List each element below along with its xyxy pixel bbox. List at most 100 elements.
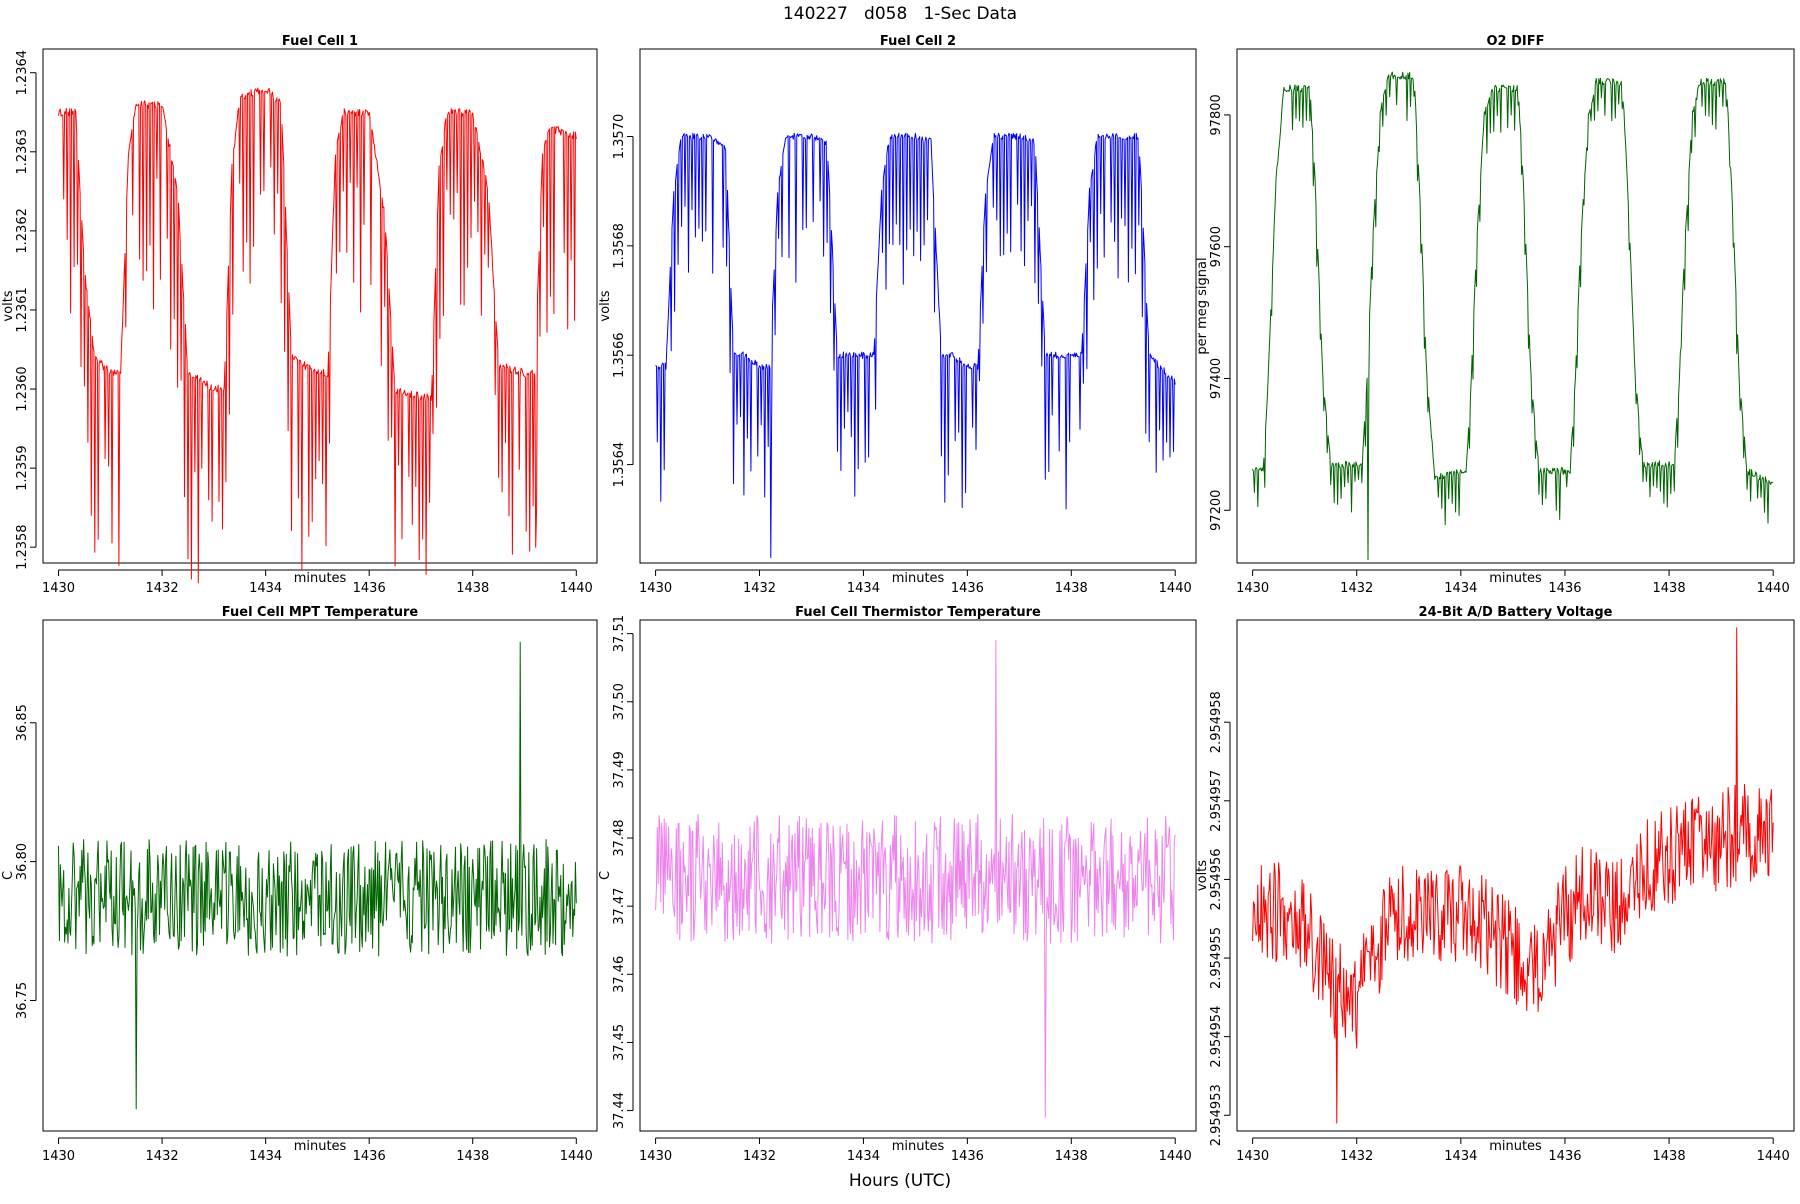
x-tick-label: 1438 [456,1149,489,1164]
x-tick-label: 1430 [1236,581,1269,596]
x-tick-label: 1440 [560,581,593,596]
y-axis-label: volts [1,290,16,321]
y-tick-label: 36.75 [15,982,30,1019]
y-axis: 37.44 37.45 37.46 37.47 37.48 37.49 37.50 37.51 [612,615,634,1129]
y-tick-label: 1.3568 [612,223,627,269]
x-tick-label: 1430 [1236,1149,1269,1164]
x-tick-label: 1436 [951,581,984,596]
x-tick-label: 1430 [42,1149,75,1164]
x-tick-label: 1434 [847,581,880,596]
series-line [58,641,577,1110]
x-tick-label: 1430 [639,581,672,596]
chart-panel: Fuel Cell 2 1430 1432 1434 1436 1438 1440 minut… [598,34,1197,596]
x-axis: 1430 1432 1434 1436 1438 1440 [42,569,593,596]
series-line [58,87,577,584]
x-tick-label: 1440 [1159,1149,1192,1164]
x-tick-label: 1440 [1159,581,1192,596]
y-tick-label: 36.80 [15,843,30,880]
x-tick-label: 1430 [42,581,75,596]
x-axis-label: minutes [1489,1139,1542,1154]
x-axis-label: minutes [892,1139,945,1154]
y-tick-label: 2.954956 [1209,848,1224,910]
y-tick-label: 37.45 [612,1024,627,1061]
x-axis: 1430 1432 1434 1436 1438 1440 [1236,569,1790,596]
series-line [655,639,1176,1118]
x-tick-label: 1440 [560,1149,593,1164]
y-tick-label: 2.954954 [1209,1006,1224,1068]
y-tick-label: 1.2361 [15,287,30,333]
y-tick-label: 2.954953 [1209,1084,1224,1146]
y-tick-label: 1.2358 [15,524,30,570]
y-tick-label: 1.2364 [15,50,30,96]
y-tick-label: 37.44 [612,1092,627,1129]
y-axis: 1.3564 1.3566 1.3568 1.3570 [612,114,634,488]
x-tick-label: 1432 [1340,581,1373,596]
y-tick-label: 2.954955 [1209,927,1224,989]
x-tick-label: 1436 [353,1149,386,1164]
y-tick-label: 2.954957 [1209,770,1224,832]
x-tick-label: 1436 [1548,1149,1581,1164]
series-line [1252,71,1774,561]
chart-title: O2 DIFF [1486,34,1544,49]
x-tick-label: 1438 [1653,581,1686,596]
x-tick-label: 1432 [146,1149,179,1164]
x-tick-label: 1432 [1340,1149,1373,1164]
chart-panel: O2 DIFF 1430 1432 1434 1436 1438 1440 minutes 97… [1195,34,1795,596]
plot-frame [639,619,1197,1132]
y-tick-label: 97400 [1209,358,1224,399]
y-axis: 97200 97400 97600 97800 [1209,94,1231,531]
x-tick-label: 1438 [1653,1149,1686,1164]
y-tick-label: 1.3564 [612,442,627,488]
x-tick-label: 1434 [847,1149,880,1164]
y-tick-label: 1.3566 [612,332,627,378]
chart-panel: Fuel Cell Thermistor Temperature 1430 1432… [598,605,1197,1164]
series-line [655,132,1176,558]
x-tick-label: 1438 [1055,1149,1088,1164]
x-tick-label: 1434 [1444,1149,1477,1164]
y-axis: 1.2358 1.2359 1.2360 1.2361 1.2362 1.2363 1.23… [15,50,37,570]
series-line [1252,627,1774,1124]
chart-title: Fuel Cell MPT Temperature [222,605,419,620]
y-tick-label: 37.48 [612,819,627,856]
plot-frame [639,48,1197,564]
chart-panel: Fuel Cell 1 1430 1432 1434 1436 1438 1440 minut… [1,34,598,596]
y-tick-label: 37.46 [612,956,627,993]
x-tick-label: 1434 [249,581,282,596]
y-axis-label: volts [598,290,613,321]
x-axis-label: minutes [294,1139,347,1154]
plot-frame [42,48,598,564]
y-tick-label: 1.2363 [15,129,30,175]
y-tick-label: 97200 [1209,490,1224,531]
plot-frame [42,619,598,1132]
y-tick-label: 1.2359 [15,445,30,491]
x-tick-label: 1438 [456,581,489,596]
y-tick-label: 97800 [1209,94,1224,135]
x-tick-label: 1440 [1757,581,1790,596]
x-axis-label: minutes [1489,571,1542,586]
y-tick-label: 37.49 [612,751,627,788]
figure-title: 140227 d058 1-Sec Data [783,4,1017,24]
x-axis: 1430 1432 1434 1436 1438 1440 [639,569,1192,596]
y-axis-label: C [1,871,16,880]
y-axis-label: volts [1195,860,1210,891]
x-tick-label: 1436 [951,1149,984,1164]
y-axis: 36.75 36.80 36.85 [15,704,37,1019]
x-tick-label: 1438 [1055,581,1088,596]
x-axis: 1430 1432 1434 1436 1438 1440 [1236,1137,1790,1164]
x-axis: 1430 1432 1434 1436 1438 1440 [42,1137,593,1164]
y-tick-label: 2.954958 [1209,691,1224,753]
x-tick-label: 1432 [743,1149,776,1164]
y-tick-label: 37.50 [612,683,627,720]
x-tick-label: 1434 [249,1149,282,1164]
x-axis-label: minutes [294,571,347,586]
x-tick-label: 1432 [146,581,179,596]
x-tick-label: 1440 [1757,1149,1790,1164]
plot-frame [1236,48,1795,564]
figure-bottom-label: Hours (UTC) [849,1171,951,1191]
x-axis: 1430 1432 1434 1436 1438 1440 [639,1137,1192,1164]
y-tick-label: 36.85 [15,704,30,741]
y-axis-label: per meg signal [1195,257,1210,354]
x-tick-label: 1430 [639,1149,672,1164]
